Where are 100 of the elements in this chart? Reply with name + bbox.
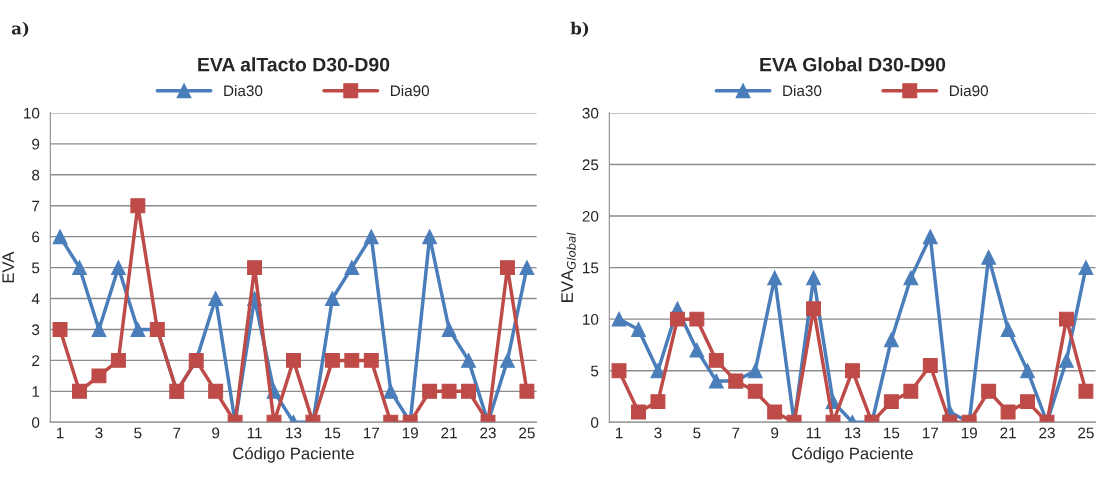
y-tick-label: 8 (32, 169, 40, 181)
point (806, 270, 822, 286)
point (922, 358, 938, 374)
point (208, 291, 224, 306)
point (767, 404, 783, 420)
y-tick-label: 7 (32, 200, 40, 212)
point (631, 322, 646, 337)
point (324, 352, 340, 368)
x-tick-label: 23 (1039, 427, 1055, 439)
x-tick-label: 11 (806, 427, 821, 439)
point (650, 394, 666, 410)
x-tick-label: 17 (922, 427, 939, 439)
x-tick-label: 5 (693, 427, 701, 439)
y-tick-label: 10 (583, 314, 599, 325)
point (631, 404, 646, 420)
point (422, 229, 438, 245)
y-tick-label: 10 (24, 107, 40, 119)
point (1000, 322, 1016, 337)
point (52, 229, 68, 245)
point (903, 383, 919, 399)
y-tick-label: 5 (591, 365, 599, 377)
point (1078, 383, 1094, 399)
point (883, 332, 899, 348)
text: a) (11, 21, 29, 37)
point (747, 383, 763, 399)
x-tick-label: 21 (441, 427, 457, 439)
x-tick-label: 25 (519, 427, 535, 439)
point (922, 229, 938, 245)
point (689, 342, 705, 358)
point (611, 363, 627, 379)
y-tick-label: 2 (32, 355, 40, 366)
x-tick-label: 5 (134, 427, 142, 439)
point (981, 249, 997, 265)
y-tick-label: 4 (31, 293, 40, 305)
x-tick-label: 13 (286, 427, 302, 439)
y-tick-label: 25 (582, 159, 599, 171)
x-tick-label: 7 (173, 427, 181, 439)
x-tick-label: 25 (1078, 427, 1094, 439)
point (519, 260, 535, 276)
chart-title: EVA Global D30-D90 (760, 57, 946, 72)
point (500, 352, 515, 368)
x-tick-label: 15 (325, 427, 341, 439)
point (72, 260, 87, 276)
x-tick-label: 23 (480, 427, 496, 439)
point (845, 363, 860, 379)
x-tick-label: 3 (654, 427, 662, 439)
x-tick-label: 1 (615, 427, 623, 439)
y-tick-label: 1 (32, 386, 40, 397)
x-tick-label: 19 (402, 427, 418, 439)
text: b) (570, 21, 589, 37)
point (52, 322, 68, 337)
x-tick-label: 9 (771, 427, 779, 439)
point (383, 383, 399, 399)
x-tick-label: 1 (56, 427, 64, 439)
y-axis-title: EVA (2, 251, 14, 283)
point (72, 383, 87, 399)
point (441, 322, 457, 337)
x-tick-label: 17 (363, 427, 380, 439)
y-tick-label: 6 (32, 231, 40, 243)
y-tick-label: 20 (582, 210, 599, 222)
point (708, 373, 724, 389)
chart-title: EVA alTacto D30-D90 (198, 57, 390, 72)
point (363, 229, 379, 245)
point (1000, 404, 1016, 420)
y-tick-label: 5 (32, 262, 40, 274)
point (708, 352, 724, 368)
point (806, 301, 822, 317)
x-tick-label: 3 (95, 427, 103, 439)
point (363, 352, 379, 368)
point (1020, 363, 1036, 379)
legend-label: Dia30 (783, 84, 822, 97)
point (1059, 352, 1074, 368)
point (669, 311, 685, 327)
point (130, 198, 146, 214)
point (611, 311, 627, 327)
point (110, 352, 126, 368)
point (689, 311, 705, 327)
point (883, 394, 899, 410)
y-axis-title: EVA$_{Global}$ (561, 232, 576, 302)
point (747, 363, 763, 379)
point (344, 352, 360, 368)
x-tick-label: 7 (732, 427, 740, 439)
y-tick-label: 30 (582, 107, 599, 119)
y-tick-label: 15 (583, 262, 599, 274)
y-tick-label: 9 (32, 138, 40, 150)
point (324, 291, 340, 306)
point (767, 270, 783, 286)
x-tick-label: 21 (1000, 427, 1016, 439)
point (286, 352, 301, 368)
x-tick-label: 11 (247, 427, 262, 439)
point (1020, 394, 1036, 410)
point (344, 260, 360, 276)
point (903, 270, 919, 286)
point (500, 260, 515, 276)
point (461, 352, 477, 368)
y-tick-label: 0 (590, 417, 599, 428)
x-tick-label: 13 (845, 427, 861, 439)
legend-label: Dia90 (949, 84, 989, 97)
point (650, 363, 666, 379)
point (91, 322, 107, 337)
